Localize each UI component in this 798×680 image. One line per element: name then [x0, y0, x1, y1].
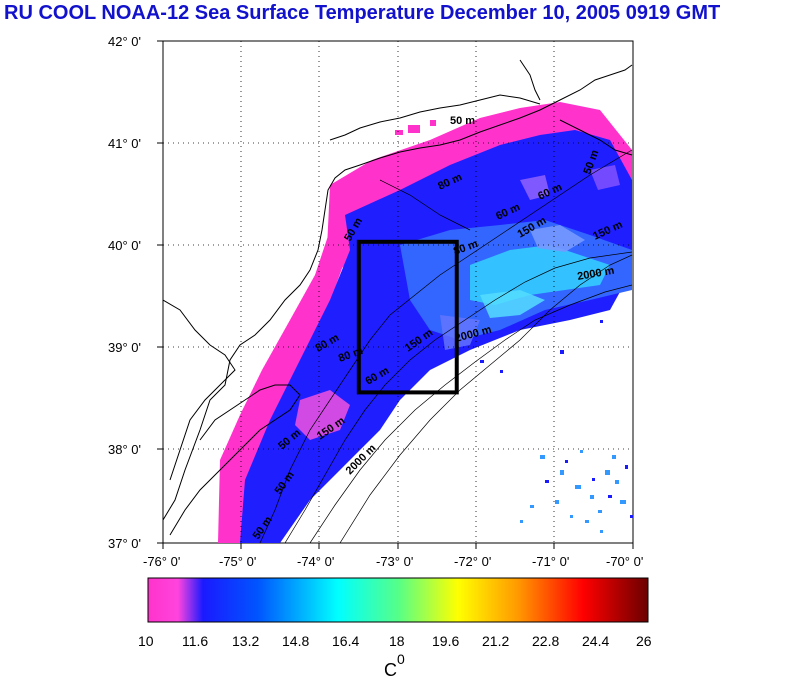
- colorbar-tick: 18: [389, 633, 405, 649]
- lon-label: -76° 0': [143, 554, 180, 569]
- study-area-box: [356, 239, 459, 395]
- lon-label: -71° 0': [532, 554, 569, 569]
- colorbar-unit-superscript: 0: [397, 651, 405, 667]
- lon-label: -70° 0': [606, 554, 643, 569]
- lat-label: 37° 0': [108, 536, 141, 551]
- svg-text:50 m: 50 m: [450, 115, 475, 127]
- colorbar-tick: 10: [138, 633, 154, 649]
- colorbar-tick: 19.6: [432, 633, 459, 649]
- colorbar-tick: 24.4: [582, 633, 609, 649]
- colorbar-tick: 14.8: [282, 633, 309, 649]
- lat-labels: 42° 0' 41° 0' 40° 0' 39° 0' 38° 0' 37° 0…: [108, 34, 141, 551]
- colorbar-tick: 16.4: [332, 633, 359, 649]
- coastline: [163, 64, 633, 521]
- isobaths: [259, 149, 633, 543]
- sst-field: 50 m 50 m 80 m 60 m 60 m 150 m 2000 m 50…: [163, 41, 633, 543]
- lon-label: -74° 0': [297, 554, 334, 569]
- colorbar-ticks: 10 11.6 13.2 14.8 16.4 18 19.6 21.2 22.8…: [138, 633, 652, 649]
- lat-label: 41° 0': [108, 136, 141, 151]
- lon-label: -75° 0': [219, 554, 256, 569]
- offshore-pixels: [520, 450, 626, 533]
- colorbar-tick: 26: [636, 633, 652, 649]
- lat-label: 39° 0': [108, 340, 141, 355]
- lat-label: 42° 0': [108, 34, 141, 49]
- axis-ticks: [157, 40, 634, 549]
- colorbar-tick: 13.2: [232, 633, 259, 649]
- colorbar-tick: 21.2: [482, 633, 509, 649]
- chart-title: RU COOL NOAA-12 Sea Surface Temperature …: [4, 2, 721, 24]
- colorbar: [147, 577, 649, 623]
- colorbar-tick: 22.8: [532, 633, 559, 649]
- graticule: [163, 41, 633, 543]
- bay-shoreline: [163, 299, 236, 481]
- colorbar-unit: C: [384, 660, 397, 680]
- lon-label: -73° 0': [376, 554, 413, 569]
- colorbar-tick: 11.6: [182, 633, 208, 649]
- lat-label: 40° 0': [108, 238, 141, 253]
- nearshore-band: [218, 190, 360, 543]
- long-island-coast: [329, 94, 541, 141]
- lat-label: 38° 0': [108, 442, 141, 457]
- lon-labels: -76° 0' -75° 0' -74° 0' -73° 0' -72° 0' …: [143, 554, 643, 569]
- lon-label: -72° 0': [454, 554, 491, 569]
